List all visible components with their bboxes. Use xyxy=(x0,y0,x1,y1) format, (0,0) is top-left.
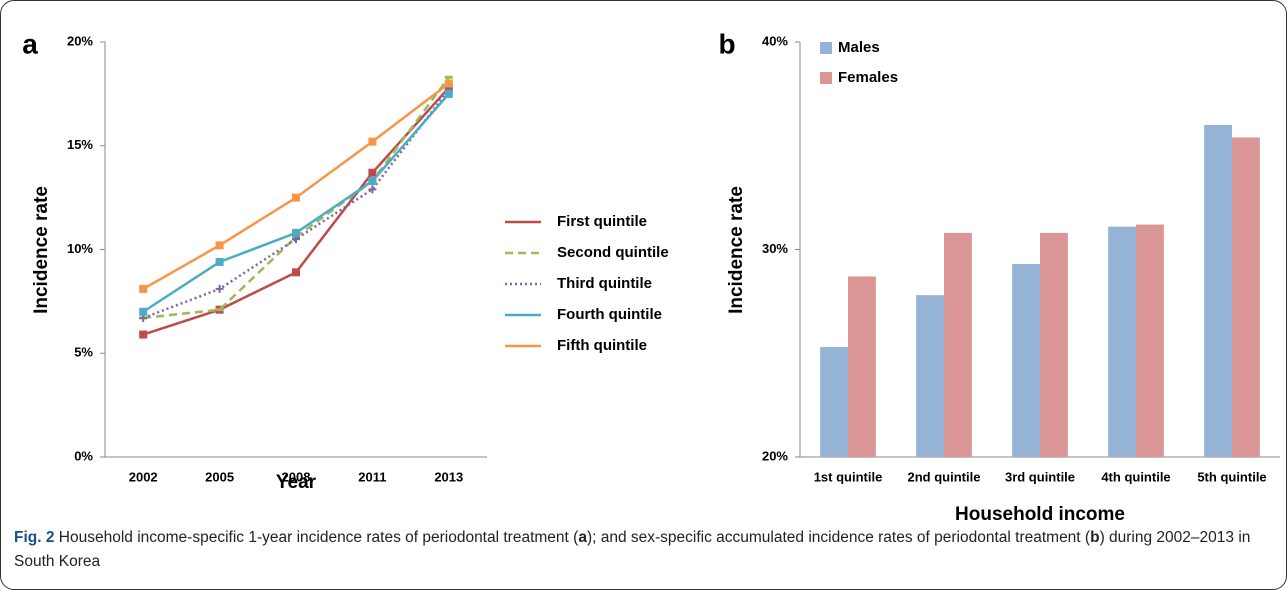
bar xyxy=(944,232,972,457)
bar xyxy=(1040,232,1068,457)
legend-label: Females xyxy=(838,69,898,86)
marker xyxy=(368,137,377,146)
x-tick-label: 5th quintile xyxy=(1197,469,1266,484)
caption: Fig. 2 Household income-specific 1-year … xyxy=(14,526,1276,574)
bar xyxy=(916,295,944,457)
legend-label: Males xyxy=(838,39,880,56)
marker xyxy=(368,168,377,177)
caption-text: ); and sex-specific accumulated incidenc… xyxy=(586,529,1091,546)
bar xyxy=(848,276,876,457)
x-tick-label: 3rd quintile xyxy=(1005,469,1075,484)
panel-label: a xyxy=(22,28,38,59)
y-axis-label: Incidence rate xyxy=(31,186,52,314)
x-tick-label: 4th quintile xyxy=(1101,469,1170,484)
marker xyxy=(444,75,453,79)
legend-swatch xyxy=(820,42,832,54)
line xyxy=(142,86,450,336)
caption-label: Fig. 2 xyxy=(14,529,55,546)
legend-swatch xyxy=(820,72,832,84)
marker xyxy=(139,307,148,316)
x-tick-label: 1st quintile xyxy=(814,469,883,484)
x-tick-label: 2008 xyxy=(282,469,311,484)
marker xyxy=(368,177,377,186)
marker xyxy=(215,308,224,312)
y-tick-label: 20% xyxy=(67,33,93,48)
caption-text: Household income-specific 1-year inciden… xyxy=(54,529,579,546)
charts: a Incidence rate Year 0% 5% 10% 15% 20% 2002 2005… xyxy=(22,28,1280,520)
x-tick-label: 2002 xyxy=(129,469,158,484)
y-tick-label: 10% xyxy=(67,241,93,256)
marker xyxy=(444,79,453,88)
x-axis-label: Household income xyxy=(955,504,1125,520)
marker xyxy=(444,89,453,98)
legend-label: Third quintile xyxy=(557,275,652,292)
x-tick-label: 2nd quintile xyxy=(908,469,981,484)
legend-label: First quintile xyxy=(557,213,647,230)
legend-label: Second quintile xyxy=(557,244,669,261)
caption-text: b xyxy=(1090,529,1100,546)
x-axis-label: Year xyxy=(276,472,317,493)
y-axis-label: Incidence rate xyxy=(726,186,747,314)
panel-label: b xyxy=(718,28,735,59)
caption-text: ) during 2002–2013 in South Korea xyxy=(14,529,1251,570)
caption-text: a xyxy=(578,529,587,546)
line xyxy=(142,93,450,313)
marker xyxy=(215,284,224,293)
line xyxy=(142,82,450,291)
y-tick-label: 0% xyxy=(74,448,93,463)
marker xyxy=(139,330,148,339)
x-tick-label: 2011 xyxy=(358,469,386,484)
x-tick-label: 2005 xyxy=(205,469,234,484)
bar xyxy=(1232,137,1260,457)
y-tick-label: 40% xyxy=(762,33,788,48)
bar xyxy=(820,347,848,457)
line xyxy=(142,88,450,320)
marker xyxy=(139,284,148,293)
bar xyxy=(1012,264,1040,457)
marker xyxy=(292,228,300,237)
marker xyxy=(215,257,224,266)
marker xyxy=(292,268,300,277)
marker xyxy=(292,193,300,202)
legend-label: Fifth quintile xyxy=(557,337,647,354)
y-tick-label: 5% xyxy=(74,345,93,360)
legend-label: Fourth quintile xyxy=(557,306,662,323)
marker xyxy=(368,185,377,194)
x-tick-label: 2013 xyxy=(434,469,463,484)
y-tick-label: 15% xyxy=(67,137,93,152)
bar xyxy=(1136,224,1164,457)
y-tick-label: 30% xyxy=(762,241,788,256)
bar xyxy=(1204,125,1232,457)
y-tick-label: 20% xyxy=(762,448,788,463)
marker xyxy=(215,241,224,250)
bar xyxy=(1108,226,1136,457)
